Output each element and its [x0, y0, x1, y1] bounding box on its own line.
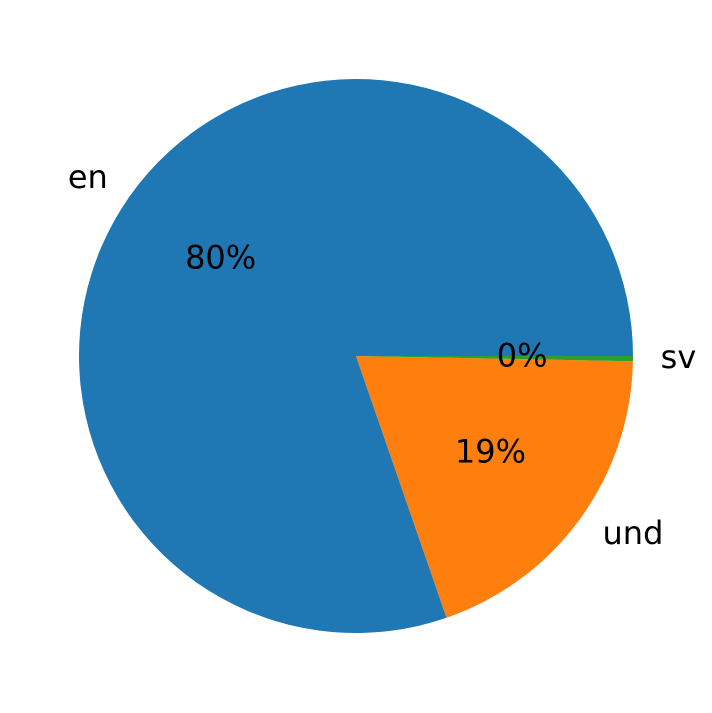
pie-slice: [78, 78, 633, 633]
percent-label: 0%: [497, 337, 548, 375]
slice-label: en: [68, 158, 108, 196]
pie-slice: [356, 356, 633, 362]
percent-label: 19%: [455, 433, 526, 471]
percent-label: 80%: [185, 239, 256, 277]
slice-label: sv: [661, 338, 697, 376]
pie-slice: [356, 356, 633, 618]
slice-label: und: [603, 514, 664, 552]
